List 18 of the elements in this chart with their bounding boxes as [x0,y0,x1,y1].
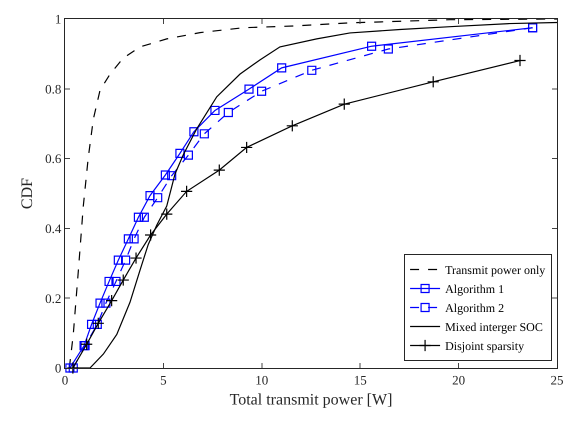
y-tick-label: 0.8 [45,81,62,96]
y-tick-label: 0 [54,360,62,376]
legend-label: Mixed interger SOC [445,320,543,334]
y-tick-label: 0.6 [45,151,62,166]
x-tick-label: 15 [354,372,367,388]
legend-label: Algorithm 1 [445,282,504,296]
y-axis-title: CDF [19,178,36,210]
x-tick-label: 10 [255,372,268,388]
legend-label: Disjoint sparsity [445,339,524,354]
y-tick-label: 1 [54,12,62,27]
x-axis-title: Total transmit power [W] [230,391,392,408]
legend-label: Algorithm 2 [445,301,504,316]
x-tick-label: 25 [550,372,564,388]
x-tick-label: 5 [160,372,167,388]
legend-label: Transmit power only [445,263,546,278]
x-tick-label: 20 [452,372,466,388]
y-tick-label: 0.2 [45,290,62,306]
y-tick-label: 0.4 [45,220,62,236]
